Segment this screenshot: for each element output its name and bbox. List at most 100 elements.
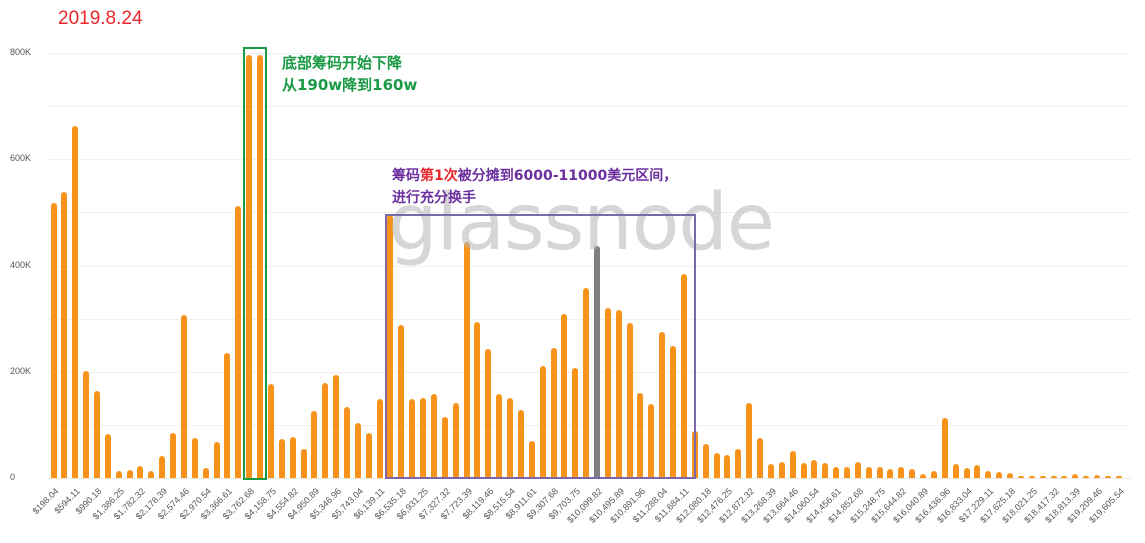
chart-bar[interactable] [72, 125, 79, 478]
chart-bar[interactable] [583, 287, 590, 478]
chart-bar[interactable] [289, 437, 296, 478]
chart-bar[interactable] [985, 471, 992, 478]
chart-bar[interactable] [854, 462, 861, 478]
chart-bar[interactable] [50, 202, 57, 478]
chart-bar[interactable] [180, 314, 187, 478]
chart-bar[interactable] [224, 353, 231, 478]
chart-bar[interactable] [735, 448, 742, 478]
chart-bar[interactable] [757, 438, 764, 478]
chart-bar[interactable] [626, 322, 633, 478]
chart-bar[interactable] [974, 465, 981, 478]
chart-bar[interactable] [170, 432, 177, 478]
chart-bar[interactable] [844, 466, 850, 478]
chart-bar[interactable] [115, 471, 122, 478]
chart-bar[interactable] [876, 466, 883, 478]
chart-bar[interactable] [365, 432, 372, 478]
chart-bar[interactable] [746, 403, 753, 478]
chart-bar[interactable] [267, 383, 274, 478]
chart-bar[interactable] [833, 466, 840, 478]
chart-bar[interactable] [409, 398, 416, 478]
chart-bar[interactable] [898, 466, 905, 478]
chart-bar[interactable] [1028, 476, 1035, 478]
chart-bar[interactable] [1007, 473, 1014, 478]
chart-bar[interactable] [865, 466, 872, 478]
chart-bar[interactable] [496, 394, 503, 478]
chart-bar[interactable] [202, 467, 209, 478]
chart-bar[interactable] [822, 463, 829, 478]
chart-bar[interactable] [594, 245, 600, 478]
chart-bar[interactable] [137, 465, 144, 478]
chart-bar[interactable] [767, 464, 774, 478]
chart-bar[interactable] [930, 471, 937, 478]
chart-bar[interactable] [354, 422, 361, 478]
chart-bar[interactable] [659, 331, 666, 478]
chart-bar[interactable] [702, 444, 709, 478]
chart-bar[interactable] [539, 365, 546, 478]
chart-bar[interactable] [246, 54, 253, 478]
chart-bar[interactable] [191, 438, 198, 478]
chart-bar[interactable] [474, 321, 481, 478]
chart-bar[interactable] [507, 397, 514, 478]
chart-bar[interactable] [1083, 476, 1090, 478]
chart-bar[interactable] [811, 459, 818, 478]
chart-bar[interactable] [1104, 476, 1111, 478]
chart-bar[interactable] [680, 274, 687, 478]
chart-bar[interactable] [235, 206, 242, 478]
chart-bar[interactable] [322, 382, 329, 478]
chart-bar[interactable] [561, 313, 568, 478]
chart-bar[interactable] [387, 215, 394, 478]
chart-bar[interactable] [517, 410, 524, 478]
chart-bar[interactable] [670, 345, 677, 478]
chart-bar[interactable] [800, 463, 807, 478]
chart-bar[interactable] [1072, 473, 1079, 478]
chart-bar[interactable] [398, 325, 405, 478]
chart-bar[interactable] [61, 192, 68, 478]
chart-bar[interactable] [996, 472, 1003, 478]
chart-bar[interactable] [941, 417, 948, 478]
chart-bar[interactable] [528, 440, 535, 478]
chart-bar[interactable] [724, 455, 731, 478]
chart-bar[interactable] [713, 453, 720, 478]
y-axis-tick-label: 200K [10, 365, 32, 376]
chart-bar[interactable] [1061, 475, 1068, 478]
y-axis-tick-label: 400K [10, 259, 32, 270]
chart-bar[interactable] [333, 374, 340, 478]
chart-bar[interactable] [572, 368, 579, 478]
chart-bar[interactable] [93, 390, 100, 478]
chart-bar[interactable] [278, 439, 285, 478]
chart-bar[interactable] [550, 347, 557, 478]
chart-bar[interactable] [213, 441, 220, 478]
chart-bar[interactable] [148, 471, 155, 478]
chart-bar[interactable] [300, 448, 307, 478]
chart-bar[interactable] [463, 242, 470, 478]
chart-bar[interactable] [920, 473, 927, 478]
chart-bar[interactable] [615, 310, 622, 478]
chart-bar[interactable] [1094, 474, 1101, 478]
chart-bar[interactable] [778, 462, 785, 478]
chart-bar[interactable] [343, 406, 350, 478]
chart-bar[interactable] [104, 433, 111, 478]
chart-bar[interactable] [1115, 476, 1122, 478]
chart-bar[interactable] [311, 411, 318, 478]
chart-bar[interactable] [963, 467, 970, 478]
chart-bar[interactable] [376, 398, 383, 478]
chart-bar[interactable] [1050, 476, 1057, 478]
chart-bar[interactable] [83, 371, 90, 478]
chart-bar[interactable] [637, 393, 644, 478]
chart-bar[interactable] [1039, 476, 1046, 478]
chart-bar[interactable] [452, 403, 459, 478]
chart-bar[interactable] [430, 394, 437, 478]
chart-bar[interactable] [789, 450, 796, 478]
chart-bar[interactable] [648, 404, 655, 478]
chart-bar[interactable] [420, 397, 427, 478]
chart-bar[interactable] [441, 416, 448, 478]
chart-bar[interactable] [887, 468, 894, 478]
chart-bar[interactable] [952, 464, 959, 478]
chart-bar[interactable] [257, 54, 264, 478]
chart-bar[interactable] [159, 456, 166, 478]
chart-bar[interactable] [909, 468, 916, 478]
chart-bar[interactable] [485, 348, 492, 478]
chart-bar[interactable] [126, 470, 133, 478]
chart-bar[interactable] [1017, 476, 1024, 478]
chart-bar[interactable] [604, 308, 611, 478]
